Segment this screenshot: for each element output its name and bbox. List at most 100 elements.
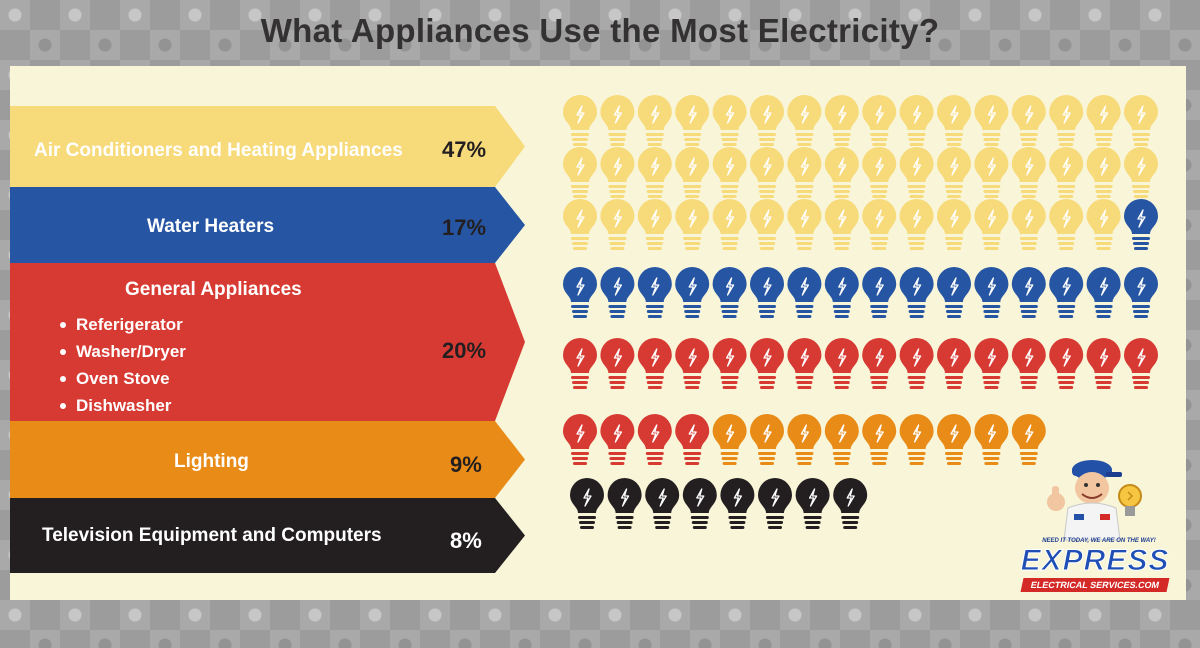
bulb-general-appliances	[675, 414, 710, 465]
bulb-water-heaters	[824, 267, 859, 318]
bulb-air-conditioners	[750, 95, 784, 146]
bulb-air-conditioners	[1011, 199, 1046, 250]
bulb-air-conditioners	[563, 199, 597, 250]
bulb-air-conditioners	[824, 95, 859, 146]
bulb-air-conditioners	[1086, 199, 1121, 250]
bulb-air-conditioners	[637, 95, 672, 146]
band-percent: 20%	[442, 338, 487, 363]
bulb-air-conditioners	[563, 147, 597, 198]
band-general-appliances: General Appliances Referigerator Washer/…	[10, 263, 525, 421]
bulb-tv-computers	[833, 478, 868, 529]
bulb-air-conditioners	[750, 199, 784, 250]
bulb-general-appliances	[974, 338, 1009, 389]
express-logo: NEED IT TODAY, WE ARE ON THE WAY! EXPRES…	[1010, 442, 1180, 594]
bulb-air-conditioners	[1086, 147, 1121, 198]
bulb-lighting	[862, 414, 897, 465]
bulb-water-heaters	[862, 267, 897, 318]
band-percent: 9%	[450, 452, 482, 477]
electrician-mascot-icon	[1047, 460, 1142, 541]
bulb-lighting	[712, 414, 747, 465]
bulb-general-appliances	[600, 338, 635, 389]
bulb-water-heaters	[1124, 267, 1158, 318]
bulb-air-conditioners	[712, 95, 747, 146]
bulb-air-conditioners	[1011, 95, 1046, 146]
bulb-general-appliances	[712, 338, 747, 389]
bulb-water-heaters	[675, 267, 710, 318]
bulb-air-conditioners	[899, 95, 934, 146]
bulb-water-heaters	[563, 267, 597, 318]
band-tv-computers: Television Equipment and Computers 8%	[10, 498, 525, 573]
bulb-air-conditioners	[1011, 147, 1046, 198]
bulb-air-conditioners	[1124, 147, 1158, 198]
bulb-water-heaters	[937, 267, 971, 318]
bulb-air-conditioners	[1049, 95, 1084, 146]
bulb-general-appliances	[1011, 338, 1046, 389]
bulb-air-conditioners	[937, 95, 971, 146]
bulb-water-heaters	[787, 267, 822, 318]
list-item: Referigerator	[60, 311, 186, 338]
bulb-general-appliances	[862, 338, 897, 389]
bulb-lighting	[750, 414, 784, 465]
bulb-general-appliances	[637, 338, 672, 389]
bulb-air-conditioners	[974, 199, 1009, 250]
bulb-lighting	[899, 414, 934, 465]
bulb-water-heaters	[1049, 267, 1084, 318]
bulb-general-appliances	[1049, 338, 1084, 389]
bulb-general-appliances	[1086, 338, 1121, 389]
bulb-air-conditioners	[675, 199, 710, 250]
bulb-air-conditioners	[862, 95, 897, 146]
bulb-air-conditioners	[712, 147, 747, 198]
bulb-water-heaters	[974, 267, 1009, 318]
bulb-lighting	[937, 414, 971, 465]
bulb-air-conditioners	[787, 199, 822, 250]
bulb-air-conditioners	[750, 147, 784, 198]
band-percent: 47%	[442, 137, 487, 162]
bulb-tv-computers	[607, 478, 642, 529]
bulb-air-conditioners	[600, 199, 635, 250]
bulb-general-appliances	[899, 338, 934, 389]
band-water-heaters: Water Heaters 17%	[10, 187, 525, 263]
band-air-conditioners: Air Conditioners and Heating Appliances …	[10, 106, 525, 187]
logo-tagline: NEED IT TODAY, WE ARE ON THE WAY!	[1042, 538, 1156, 544]
bulb-water-heaters	[1011, 267, 1046, 318]
list-item: Oven Stove	[60, 365, 186, 392]
bulb-air-conditioners	[712, 199, 747, 250]
bulb-air-conditioners	[787, 147, 822, 198]
bulb-air-conditioners	[974, 95, 1009, 146]
bulb-general-appliances	[637, 414, 672, 465]
band-label: Television Equipment and Computers	[42, 525, 382, 546]
bulb-water-heaters	[750, 267, 784, 318]
bulb-general-appliances	[824, 338, 859, 389]
band-label: Lighting	[174, 451, 249, 472]
list-item: Dishwasher	[60, 392, 186, 419]
bulb-air-conditioners	[600, 95, 635, 146]
list-item: Washer/Dryer	[60, 338, 186, 365]
bulb-general-appliances	[787, 338, 822, 389]
bulb-tv-computers	[570, 478, 604, 529]
bulb-air-conditioners	[899, 199, 934, 250]
bulb-tv-computers	[682, 478, 717, 529]
logo-name: EXPRESS	[1020, 544, 1170, 578]
bulb-tv-computers	[758, 478, 792, 529]
appliance-list: Referigerator Washer/Dryer Oven Stove Di…	[60, 311, 186, 419]
bulb-air-conditioners	[899, 147, 934, 198]
bulb-general-appliances	[1124, 338, 1158, 389]
bulb-air-conditioners	[1086, 95, 1121, 146]
band-percent: 17%	[442, 215, 487, 240]
bulb-air-conditioners	[563, 95, 597, 146]
bulb-air-conditioners	[637, 147, 672, 198]
bulb-lighting	[974, 414, 1009, 465]
bulb-air-conditioners	[787, 95, 822, 146]
bulb-general-appliances	[937, 338, 971, 389]
bulb-tv-computers	[645, 478, 680, 529]
bulb-water-heaters	[899, 267, 934, 318]
band-label: General Appliances	[125, 279, 302, 300]
bulb-air-conditioners	[1049, 199, 1084, 250]
band-lighting: Lighting 9%	[10, 421, 525, 498]
bulb-water-heaters	[600, 267, 635, 318]
bulb-air-conditioners	[1049, 147, 1084, 198]
bulb-tv-computers	[720, 478, 755, 529]
bulb-air-conditioners	[637, 199, 672, 250]
bulb-tv-computers	[795, 478, 830, 529]
